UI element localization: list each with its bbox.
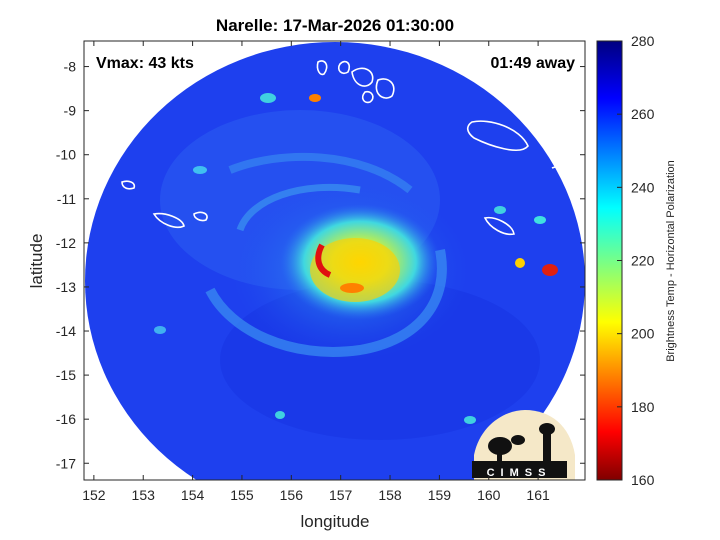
y-tick-label: -13: [56, 279, 76, 295]
x-tick-label: 153: [132, 487, 156, 503]
time-away-annotation: 01:49 away: [490, 55, 575, 72]
y-tick-label: -16: [56, 411, 76, 427]
y-axis-ticks: -8 -9 -10 -11 -12 -13 -14 -15 -16 -17: [56, 59, 585, 471]
x-tick-label: 154: [181, 487, 205, 503]
y-tick-label: -14: [56, 323, 76, 339]
y-tick-label: -8: [64, 59, 77, 75]
colorbar-tick-label: 180: [631, 399, 655, 415]
x-tick-label: 159: [428, 487, 452, 503]
cimss-logo: [472, 410, 575, 480]
x-axis-label: longitude: [300, 512, 369, 531]
y-tick-label: -11: [57, 191, 76, 207]
colorbar-tick-label: 160: [631, 472, 655, 488]
x-tick-label: 161: [526, 487, 550, 503]
x-tick-label: 160: [477, 487, 501, 503]
y-axis-label: latitude: [27, 234, 46, 289]
colorbar-tick-label: 200: [631, 326, 655, 342]
colorbar-label: Brightness Temp - Horizontal Polarizatio…: [665, 160, 677, 362]
x-tick-label: 158: [378, 487, 402, 503]
colorbar-tick-label: 280: [631, 33, 655, 49]
x-tick-label: 156: [280, 487, 304, 503]
y-tick-label: -9: [64, 103, 77, 119]
colorbar-tick-label: 220: [631, 253, 655, 269]
brightness-temperature-image: [85, 42, 585, 480]
coastline-outlines: [116, 49, 585, 236]
y-tick-label: -15: [56, 367, 76, 383]
axes-frame: [83, 40, 586, 481]
colorbar-tick-label: 240: [631, 179, 655, 195]
x-tick-label: 152: [82, 487, 106, 503]
y-tick-label: -10: [56, 147, 76, 163]
y-tick-label: -12: [56, 235, 76, 251]
chart-title: Narelle: 17-Mar-2026 01:30:00: [216, 16, 454, 35]
colorbar-tick-label: 260: [631, 106, 655, 122]
cimss-logo-text: CIMSS: [487, 467, 552, 479]
y-tick-label: -17: [56, 455, 76, 471]
x-tick-label: 157: [329, 487, 353, 503]
x-tick-label: 155: [230, 487, 254, 503]
vmax-annotation: Vmax: 43 kts: [96, 55, 194, 72]
colorbar-ticks: 280 260 240 220 200 180 160: [617, 33, 655, 488]
x-axis-ticks: 152 153 154 155 156 157 158 159 160 161: [82, 41, 550, 503]
